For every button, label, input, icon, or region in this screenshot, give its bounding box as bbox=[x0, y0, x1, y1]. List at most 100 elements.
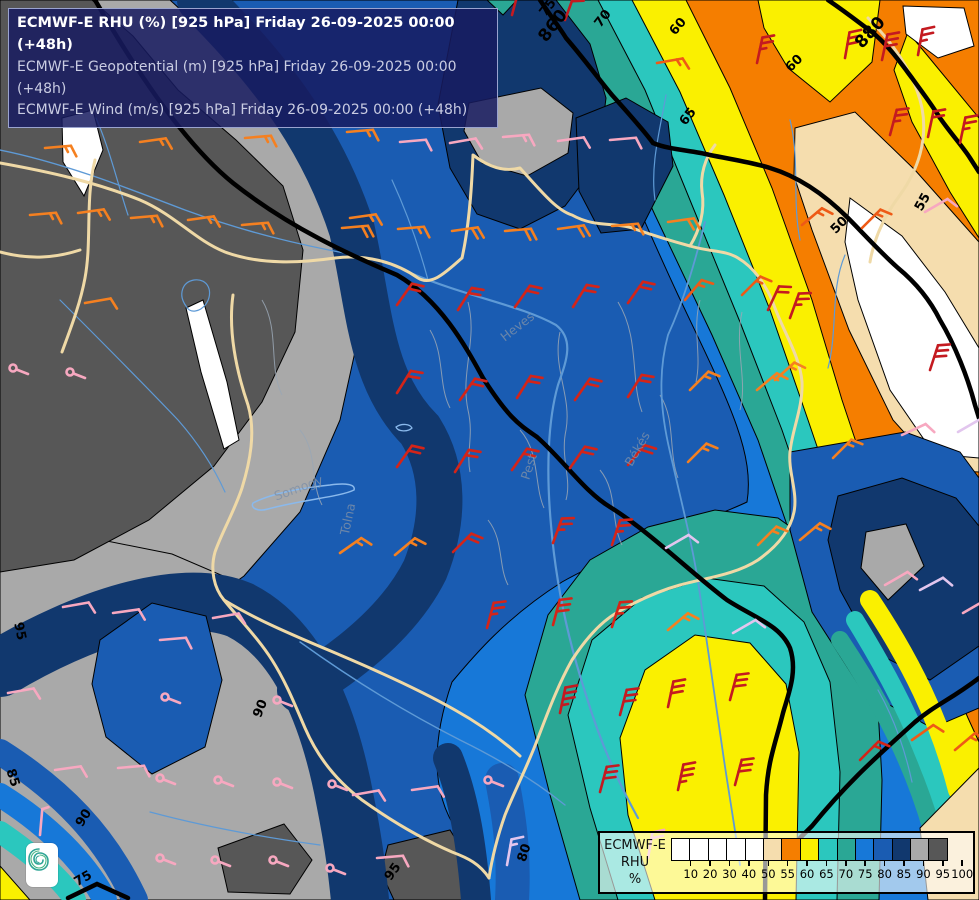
legend-tick-row: 10 20 30 40 50 55 60 65 70 75 80 85 90 95 100 bbox=[681, 860, 973, 881]
barb-feather bbox=[69, 144, 78, 158]
legend-model: ECMWF-E bbox=[604, 838, 666, 853]
barb-shaft bbox=[240, 221, 270, 227]
calm-wind-tail bbox=[72, 372, 87, 380]
barb-feather bbox=[775, 525, 789, 533]
barb-shaft bbox=[608, 136, 638, 142]
rh-region-70-75-top-wedge bbox=[486, 0, 518, 16]
wind-barb bbox=[510, 447, 540, 472]
barb-shaft bbox=[348, 213, 378, 220]
border-east bbox=[487, 298, 804, 880]
wind-barb bbox=[880, 31, 901, 62]
wind-barb bbox=[458, 377, 488, 402]
barb-feather bbox=[164, 137, 174, 150]
barb-feather bbox=[637, 378, 652, 384]
geopotential-contours bbox=[65, 0, 979, 900]
admin-line bbox=[617, 301, 643, 413]
barb-feather bbox=[682, 761, 697, 766]
border-north-chain bbox=[0, 153, 774, 302]
barb-shaft bbox=[345, 128, 375, 134]
legend-tick: 80 bbox=[875, 860, 894, 881]
wind-barb bbox=[740, 275, 773, 297]
wind-barb bbox=[510, 0, 521, 17]
wind-barb bbox=[8, 363, 30, 376]
calm-wind-tail bbox=[279, 782, 294, 790]
barb-half-feather bbox=[682, 615, 691, 622]
admin-line bbox=[429, 329, 451, 409]
barb-shaft bbox=[556, 136, 586, 143]
river-alpine bbox=[95, 117, 129, 216]
wind-barb bbox=[268, 855, 290, 868]
legend-field: RHU bbox=[620, 854, 650, 870]
legend-swatch bbox=[671, 838, 691, 861]
legend-tick-value: 30 bbox=[722, 867, 737, 881]
barb-half-feather bbox=[770, 529, 780, 535]
barb-shaft bbox=[513, 284, 532, 309]
barb-feather bbox=[895, 107, 910, 112]
barb-feather bbox=[212, 215, 222, 228]
barb-feather bbox=[562, 690, 578, 695]
barb-shaft bbox=[510, 0, 521, 17]
barb-feather bbox=[759, 40, 775, 45]
legend-swatch bbox=[928, 838, 948, 861]
legend-title: ECMWF-E RHU % bbox=[602, 838, 668, 889]
wind-barb bbox=[953, 731, 979, 752]
legend-tick-mark bbox=[825, 860, 828, 866]
wind-barb bbox=[503, 227, 538, 242]
rh-band-80-85-corner bbox=[0, 739, 148, 900]
rh-band-75-80-corner bbox=[0, 783, 117, 900]
border-nw-stub bbox=[0, 248, 82, 259]
legend-tick-mark bbox=[961, 860, 963, 866]
barb-feather bbox=[142, 764, 151, 778]
wind-barb bbox=[505, 835, 525, 867]
wind-barb bbox=[731, 618, 767, 635]
legend-tick-value: 50 bbox=[760, 867, 776, 881]
wind-barb bbox=[210, 855, 232, 868]
legend-tick: 95 bbox=[933, 860, 952, 881]
barb-feather bbox=[732, 683, 747, 688]
border-west bbox=[211, 293, 491, 880]
legend-tick: 20 bbox=[700, 860, 719, 881]
barb-half-feather bbox=[702, 374, 712, 380]
barb-feather bbox=[686, 217, 696, 231]
barb-half-feather bbox=[678, 779, 688, 784]
wind-barb bbox=[485, 600, 507, 630]
barb-feather bbox=[973, 731, 979, 741]
barb-feather bbox=[946, 197, 959, 208]
barb-half-feather bbox=[206, 215, 213, 225]
barb-feather bbox=[476, 226, 486, 239]
calm-wind-icon bbox=[483, 775, 493, 785]
barb-feather bbox=[964, 114, 979, 119]
barb-half-feather bbox=[919, 38, 929, 43]
barb-feather bbox=[467, 448, 482, 454]
wind-barb bbox=[338, 536, 373, 555]
lake-balaton bbox=[251, 483, 355, 511]
barb-shaft bbox=[456, 286, 474, 312]
rh-region-yellow-patch bbox=[757, 0, 881, 103]
barb-shaft bbox=[626, 373, 644, 399]
legend-tick-mark bbox=[922, 860, 925, 866]
legend-tick-value: 60 bbox=[799, 867, 815, 881]
admin-line bbox=[487, 519, 509, 586]
calm-wind-icon bbox=[210, 855, 220, 865]
country-borders bbox=[0, 16, 926, 880]
barb-feather bbox=[527, 133, 536, 147]
calm-wind-icon bbox=[272, 695, 282, 705]
barb-shaft bbox=[563, 0, 576, 22]
wind-barb bbox=[676, 761, 697, 792]
barb-feather bbox=[54, 211, 63, 225]
wind-barb bbox=[28, 211, 63, 225]
legend-tick-mark bbox=[728, 860, 731, 866]
river-sava bbox=[149, 811, 321, 846]
barb-feather bbox=[585, 283, 600, 289]
barb-feather bbox=[934, 348, 950, 353]
legend-swatch bbox=[854, 838, 875, 861]
wind-barb bbox=[551, 597, 573, 627]
barb-feather bbox=[936, 343, 952, 347]
barb-half-feather bbox=[521, 133, 528, 143]
barb-feather bbox=[406, 374, 421, 380]
barb-feather bbox=[510, 835, 525, 841]
calm-wind-tail bbox=[332, 868, 347, 876]
legend-swatch-strip bbox=[671, 838, 948, 861]
barb-shaft bbox=[83, 297, 112, 305]
legend-tick-mark bbox=[748, 860, 750, 866]
